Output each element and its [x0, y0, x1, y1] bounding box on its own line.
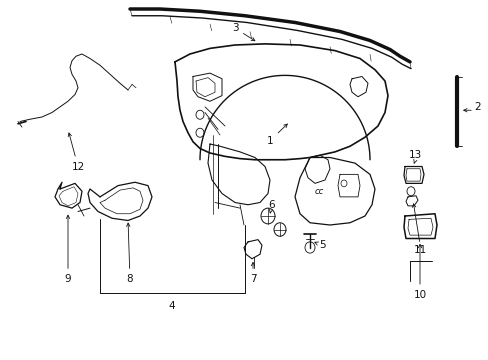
Text: 12: 12 — [68, 133, 84, 171]
Text: 10: 10 — [412, 290, 426, 300]
Text: 11: 11 — [412, 245, 426, 255]
Text: 3: 3 — [231, 23, 254, 41]
Text: 2: 2 — [474, 102, 480, 112]
Text: 9: 9 — [64, 215, 71, 284]
Text: 5: 5 — [314, 240, 325, 250]
Text: 13: 13 — [407, 150, 421, 160]
Text: 8: 8 — [126, 223, 133, 284]
Text: 6: 6 — [268, 200, 275, 213]
Text: cc: cc — [314, 186, 324, 195]
Text: 4: 4 — [168, 301, 175, 311]
Text: 1: 1 — [266, 124, 287, 146]
Text: 7: 7 — [249, 262, 256, 284]
